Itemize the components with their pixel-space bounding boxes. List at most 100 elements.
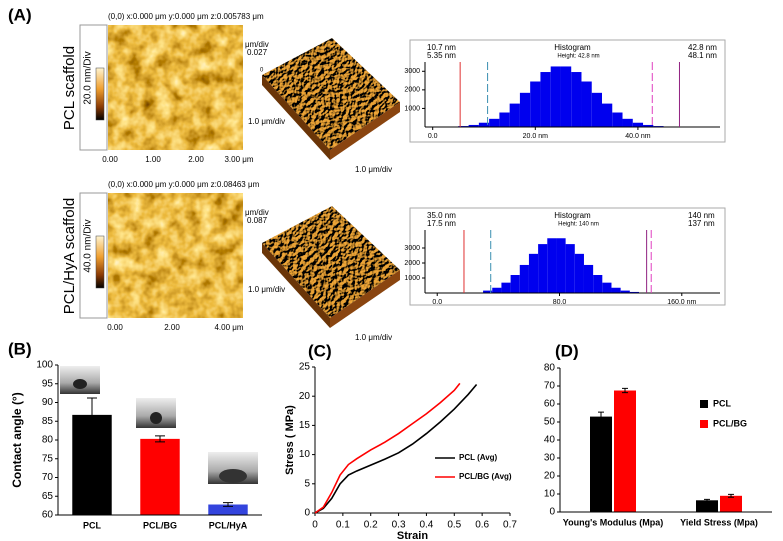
- y-tick-label: 85: [42, 416, 54, 427]
- y-tick-label: 3000: [404, 68, 420, 75]
- image-tick-label: 1.00: [145, 155, 161, 164]
- error-bar: [598, 411, 604, 422]
- y-tick-label: 65: [42, 491, 54, 502]
- y-tick-label: 1000: [404, 275, 420, 282]
- error-bar: [223, 502, 233, 507]
- line-series: [314, 384, 478, 514]
- bar: [140, 438, 180, 515]
- histogram-bar: [501, 282, 511, 293]
- histogram-bar: [483, 290, 493, 293]
- histogram-bar: [583, 264, 594, 293]
- bar: [614, 390, 636, 512]
- histogram-bar: [593, 275, 603, 293]
- histogram-bar: [510, 275, 520, 293]
- y-tick-label: 25: [299, 362, 311, 373]
- y-axis-label: Stress ( MPa): [284, 405, 296, 475]
- y-tick-label: 20: [299, 391, 311, 402]
- y-tick-label: 1000: [404, 105, 420, 112]
- legend-label: PCL (Avg): [459, 453, 498, 462]
- x-tick-label: 0.1: [336, 520, 350, 531]
- histogram-bar: [538, 244, 548, 293]
- droplet: [73, 379, 87, 389]
- image-header: (0,0) x:0.000 μm y:0.000 μm z:0.005783 μ…: [108, 12, 264, 21]
- histogram-bar: [620, 290, 630, 293]
- y-tick-label: 75: [42, 453, 54, 464]
- x-tick-label: 0.0: [432, 299, 442, 306]
- colorbar: [95, 67, 105, 121]
- image-tick-label: 0.00: [107, 323, 123, 332]
- y-axis-label: Contact angle (°): [10, 392, 24, 487]
- colorbar-label: 40.0 nm/Div: [83, 219, 94, 272]
- histogram-bar: [489, 118, 500, 127]
- z-unit: μm/div: [245, 40, 269, 49]
- z-value: 0.027: [247, 48, 268, 57]
- x-tick-label: 0.3: [392, 520, 406, 531]
- marker-label: 5.35 nm: [427, 51, 456, 60]
- y-scale-label: 1.0 μm/div: [248, 117, 285, 126]
- y-tick-label: 60: [544, 399, 556, 410]
- histogram-bar: [519, 92, 531, 127]
- y-tick-label: 2000: [404, 260, 420, 267]
- x-tick-label: 0.0: [428, 133, 438, 140]
- y-scale-label: 1.0 μm/div: [248, 285, 285, 294]
- x-tick-label: 0.6: [475, 520, 489, 531]
- y-tick-label: 0: [304, 508, 310, 519]
- histogram-bar: [571, 72, 582, 127]
- surface-side: [262, 243, 330, 328]
- y-tick-label: 15: [299, 420, 311, 431]
- histogram-bar: [612, 112, 623, 127]
- error-bar: [622, 387, 628, 394]
- x-tick-label: Young's Modulus (Mpa): [563, 517, 663, 527]
- y-tick-label: 80: [544, 363, 556, 374]
- x-axis-label: Strain: [397, 530, 428, 541]
- y-tick-label: 70: [42, 472, 54, 483]
- image-tick-label: 0.00: [102, 155, 118, 164]
- surface-side: [330, 102, 400, 160]
- x-tick-label: 0.5: [447, 520, 461, 531]
- droplet: [219, 469, 247, 483]
- droplet: [150, 412, 162, 424]
- histogram-bar: [602, 282, 612, 293]
- y-tick-label: 70: [544, 381, 556, 392]
- panel-label: (B): [8, 339, 32, 358]
- height-map: [108, 25, 243, 150]
- row-label: PCL scaffold: [61, 46, 78, 130]
- y-tick-label: 90: [42, 397, 54, 408]
- histogram-bar: [509, 103, 520, 127]
- histogram-bar: [622, 118, 633, 127]
- x-tick-label: Yield Stress (Mpa): [680, 517, 758, 527]
- histogram-bar: [611, 287, 621, 293]
- marker-label: 10.7 nm: [427, 43, 456, 52]
- panel-label: (C): [308, 341, 332, 360]
- histogram-bar: [629, 291, 639, 293]
- x-tick-label: 20.0 nm: [523, 133, 548, 140]
- error-bar: [728, 493, 734, 498]
- z-zero: 0: [260, 68, 264, 74]
- surface-side: [330, 270, 400, 328]
- histogram-bar: [581, 81, 592, 127]
- legend-label: PCL: [713, 398, 732, 408]
- histogram-bar: [547, 238, 557, 293]
- histogram-bar: [540, 72, 551, 127]
- bar: [208, 504, 248, 515]
- histogram-bar: [556, 238, 566, 293]
- y-tick-label: 2000: [404, 87, 420, 94]
- surface-side: [262, 75, 330, 160]
- chart-title: Histogram: [554, 211, 591, 220]
- histogram-bar: [468, 124, 479, 127]
- histogram-bar: [530, 81, 541, 127]
- marker-label: 48.1 nm: [688, 51, 717, 60]
- z-unit: μm/div: [245, 208, 269, 217]
- x-tick-label: PCL/HyA: [209, 520, 248, 530]
- marker-label: 140 nm: [688, 211, 715, 220]
- z-value: 0.087: [247, 216, 268, 225]
- histogram-bar: [632, 122, 644, 127]
- histogram-bar: [574, 253, 584, 293]
- y-tick-label: 3000: [404, 245, 420, 252]
- surface-3d: [262, 38, 400, 150]
- height-map: [108, 193, 243, 318]
- histogram-bar: [643, 124, 654, 127]
- marker-label: 42.8 nm: [688, 43, 717, 52]
- x-scale-label: 1.0 μm/div: [355, 333, 392, 342]
